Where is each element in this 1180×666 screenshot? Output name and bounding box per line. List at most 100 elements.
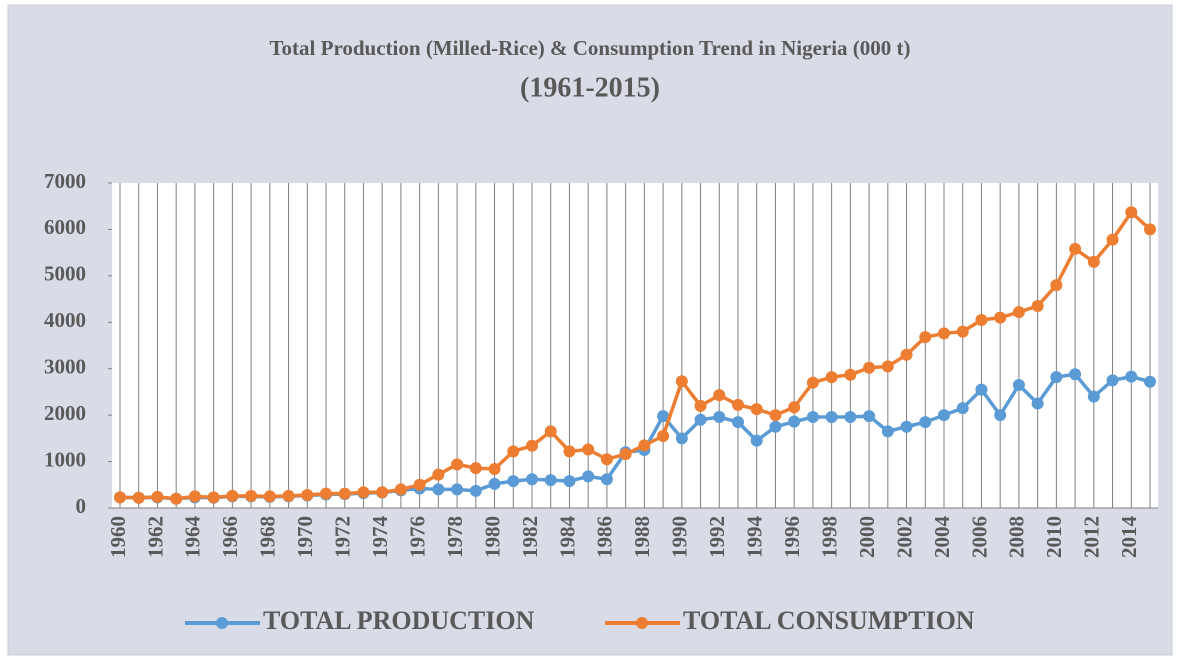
x-tick-label: 1996 <box>780 516 804 558</box>
point <box>507 475 520 488</box>
point <box>1012 378 1025 391</box>
point <box>863 410 876 423</box>
x-tick-label: 2006 <box>967 516 991 558</box>
point <box>788 401 801 414</box>
point <box>320 487 332 500</box>
point <box>675 375 688 388</box>
x-tick-label: 1992 <box>705 516 729 558</box>
point <box>451 458 464 471</box>
y-tick-label: 2000 <box>44 401 86 425</box>
point <box>376 486 389 499</box>
y-tick-label: 6000 <box>44 215 86 239</box>
point <box>956 325 969 338</box>
x-tick-label: 2002 <box>892 516 916 558</box>
point <box>600 473 613 486</box>
point <box>713 411 726 423</box>
x-tick-label: 1984 <box>555 516 579 559</box>
point <box>956 402 969 415</box>
point <box>1087 255 1100 268</box>
point <box>132 491 145 504</box>
point <box>863 361 876 374</box>
point <box>507 445 520 458</box>
y-tick-label: 5000 <box>44 262 86 286</box>
point <box>657 410 670 423</box>
point <box>638 439 651 452</box>
x-tick-label: 1962 <box>143 516 167 558</box>
point <box>1031 300 1044 313</box>
point <box>1106 233 1119 246</box>
point <box>301 489 314 501</box>
point <box>938 409 950 422</box>
x-tick-label: 1978 <box>443 516 467 558</box>
point <box>619 448 632 461</box>
x-tick-label: 2004 <box>930 516 954 559</box>
x-tick-label: 2010 <box>1042 516 1066 558</box>
point <box>694 413 707 426</box>
y-tick-label: 4000 <box>44 308 86 332</box>
chart-title: Total Production (Milled-Rice) & Consump… <box>269 36 910 60</box>
point <box>488 477 501 490</box>
x-tick-label: 1994 <box>743 516 767 559</box>
point <box>526 439 538 452</box>
point <box>432 483 445 496</box>
x-tick-label: 1964 <box>181 516 205 559</box>
legend-label: TOTAL CONSUMPTION <box>683 606 975 635</box>
y-tick-label: 0 <box>76 494 87 518</box>
point <box>1050 279 1063 292</box>
point <box>975 313 988 326</box>
x-tick-label: 1982 <box>518 516 542 558</box>
point <box>226 489 239 502</box>
point <box>825 371 838 384</box>
point <box>1050 371 1063 384</box>
point <box>769 409 782 422</box>
point <box>919 331 932 344</box>
point <box>1069 368 1082 381</box>
point <box>1125 370 1138 383</box>
x-tick-label: 1966 <box>218 516 242 558</box>
x-tick-label: 1990 <box>668 516 692 558</box>
point <box>245 489 258 502</box>
x-tick-label: 1988 <box>630 516 654 558</box>
point <box>1144 223 1156 236</box>
point <box>151 490 164 503</box>
point <box>1106 374 1119 387</box>
point <box>413 478 426 491</box>
point <box>544 425 557 438</box>
point <box>582 470 595 483</box>
point <box>1125 206 1138 219</box>
point <box>207 491 220 504</box>
x-tick-label: 1976 <box>405 516 429 558</box>
point <box>844 368 857 381</box>
point <box>675 432 688 445</box>
point <box>1069 242 1082 255</box>
point <box>469 462 482 475</box>
point <box>900 348 913 361</box>
chart-subtitle: (1961-2015) <box>520 72 660 103</box>
point <box>563 445 576 458</box>
point <box>170 492 183 505</box>
x-tick-label: 1986 <box>593 516 617 558</box>
x-tick-label: 1970 <box>293 516 317 558</box>
point <box>338 487 351 500</box>
point <box>881 360 894 373</box>
legend-label: TOTAL PRODUCTION <box>263 606 535 635</box>
point <box>1087 390 1100 403</box>
point <box>1144 375 1156 388</box>
point <box>357 486 370 499</box>
point <box>563 475 576 488</box>
point <box>732 416 744 429</box>
point <box>188 490 201 503</box>
point <box>469 484 482 497</box>
y-tick-label: 7000 <box>44 169 86 193</box>
y-tick-label: 1000 <box>44 447 86 471</box>
point <box>526 473 538 486</box>
point <box>732 398 744 411</box>
point <box>432 468 445 481</box>
x-tick-label: 1972 <box>331 516 355 558</box>
x-tick-label: 1980 <box>480 516 504 558</box>
point <box>544 474 557 487</box>
point <box>900 420 913 433</box>
point <box>394 483 407 496</box>
point <box>488 463 501 475</box>
